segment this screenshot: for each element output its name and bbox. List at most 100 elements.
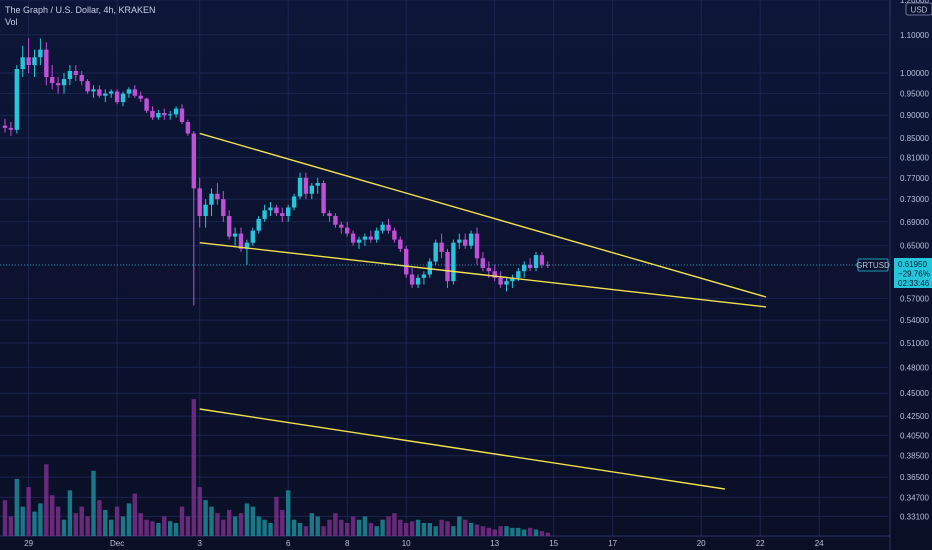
candle-body[interactable] [61, 79, 67, 86]
candle-body[interactable] [498, 277, 503, 285]
candle-body[interactable] [203, 204, 208, 217]
candle-body[interactable] [156, 113, 161, 118]
candle-body[interactable] [173, 108, 179, 115]
candle-body[interactable] [315, 183, 320, 186]
upper-trendline[interactable] [199, 132, 767, 298]
candle-body[interactable] [392, 230, 397, 240]
candle-body[interactable] [309, 185, 314, 194]
candle-body[interactable] [468, 233, 474, 246]
candle-body[interactable] [415, 277, 421, 285]
candle-body[interactable] [55, 83, 61, 86]
candle-body[interactable] [280, 213, 285, 217]
candle-body[interactable] [345, 227, 350, 234]
candle-body[interactable] [510, 277, 515, 282]
candle-body[interactable] [85, 81, 90, 92]
candle-body[interactable] [91, 89, 96, 92]
candle-body[interactable] [486, 267, 491, 272]
candle-body[interactable] [533, 255, 539, 268]
candle-body[interactable] [522, 264, 527, 272]
candle-body[interactable] [209, 193, 214, 205]
candle-body[interactable] [150, 110, 155, 118]
candle-body[interactable] [126, 89, 132, 94]
candle-body[interactable] [398, 239, 403, 249]
candle-body[interactable] [504, 281, 509, 285]
candle-body[interactable] [291, 196, 297, 208]
candle-body[interactable] [368, 236, 373, 240]
candle-body[interactable] [451, 242, 456, 282]
candle-body[interactable] [539, 255, 545, 265]
candle-body[interactable] [97, 89, 102, 96]
candle-body[interactable] [179, 108, 185, 122]
candle-body[interactable] [8, 127, 14, 130]
candle-body[interactable] [463, 239, 468, 246]
candle-body[interactable] [168, 114, 173, 116]
ticker-tag[interactable] [857, 258, 889, 272]
candle-body[interactable] [162, 113, 167, 116]
candle-body[interactable] [268, 207, 273, 211]
candle-body[interactable] [516, 271, 521, 278]
candle-body[interactable] [421, 274, 427, 278]
candle-body[interactable] [32, 57, 37, 66]
candle-body[interactable] [386, 224, 391, 231]
candle-body[interactable] [227, 216, 232, 237]
candle-body[interactable] [232, 233, 238, 237]
candle-body[interactable] [67, 71, 73, 80]
candle-body[interactable] [297, 177, 303, 197]
candle-body[interactable] [191, 133, 196, 189]
candle-body[interactable] [303, 177, 309, 194]
candle-body[interactable] [356, 239, 362, 243]
candle-body[interactable] [380, 224, 385, 231]
candle-body[interactable] [138, 95, 143, 99]
candle-body[interactable] [433, 242, 438, 262]
candle-body[interactable] [327, 213, 332, 217]
candle-body[interactable] [185, 121, 191, 134]
candle-body[interactable] [120, 93, 126, 103]
lower-trendline[interactable] [199, 241, 767, 308]
candle-body[interactable] [262, 210, 267, 219]
candle-body[interactable] [44, 49, 49, 78]
candle-body[interactable] [404, 248, 409, 275]
candle-body[interactable] [20, 57, 25, 70]
currency-badge[interactable] [905, 2, 932, 16]
candle-body[interactable] [50, 77, 55, 84]
candle-body[interactable] [286, 207, 291, 217]
candle-body[interactable] [250, 230, 255, 243]
candle-body[interactable] [350, 233, 356, 243]
candle-body[interactable] [409, 274, 415, 285]
candle-body[interactable] [197, 188, 202, 217]
candle-body[interactable] [38, 49, 43, 58]
candle-body[interactable] [103, 93, 108, 96]
candle-body[interactable] [215, 193, 220, 200]
candle-body[interactable] [221, 199, 226, 217]
candle-body[interactable] [14, 69, 19, 130]
candle-body[interactable] [333, 216, 338, 225]
candle-body[interactable] [79, 75, 84, 82]
candle-body[interactable] [109, 91, 114, 94]
candle-body[interactable] [132, 89, 137, 96]
candle-body[interactable] [256, 218, 261, 231]
candle-body[interactable] [114, 91, 120, 103]
candle-body[interactable] [374, 230, 379, 240]
candle-body[interactable] [545, 264, 550, 266]
candle-body[interactable] [527, 264, 533, 268]
candle-body[interactable] [2, 125, 8, 128]
candle-body[interactable] [238, 233, 244, 249]
candle-body[interactable] [474, 233, 480, 259]
candle-body[interactable] [480, 258, 486, 268]
candle-body[interactable] [73, 71, 78, 76]
candle-body[interactable] [339, 224, 344, 228]
candle-body[interactable] [26, 57, 31, 66]
candle-body[interactable] [427, 261, 432, 275]
candle-body[interactable] [439, 242, 444, 252]
candle-body[interactable] [457, 239, 462, 243]
candle-body[interactable] [492, 271, 497, 278]
candle-body[interactable] [274, 207, 279, 214]
volume-pane-trendline[interactable] [199, 408, 725, 490]
candle-body[interactable] [321, 183, 326, 214]
candle-body[interactable] [445, 251, 450, 282]
candle-body[interactable] [244, 242, 250, 249]
candle-body[interactable] [144, 98, 149, 111]
candle-body[interactable] [362, 236, 368, 240]
